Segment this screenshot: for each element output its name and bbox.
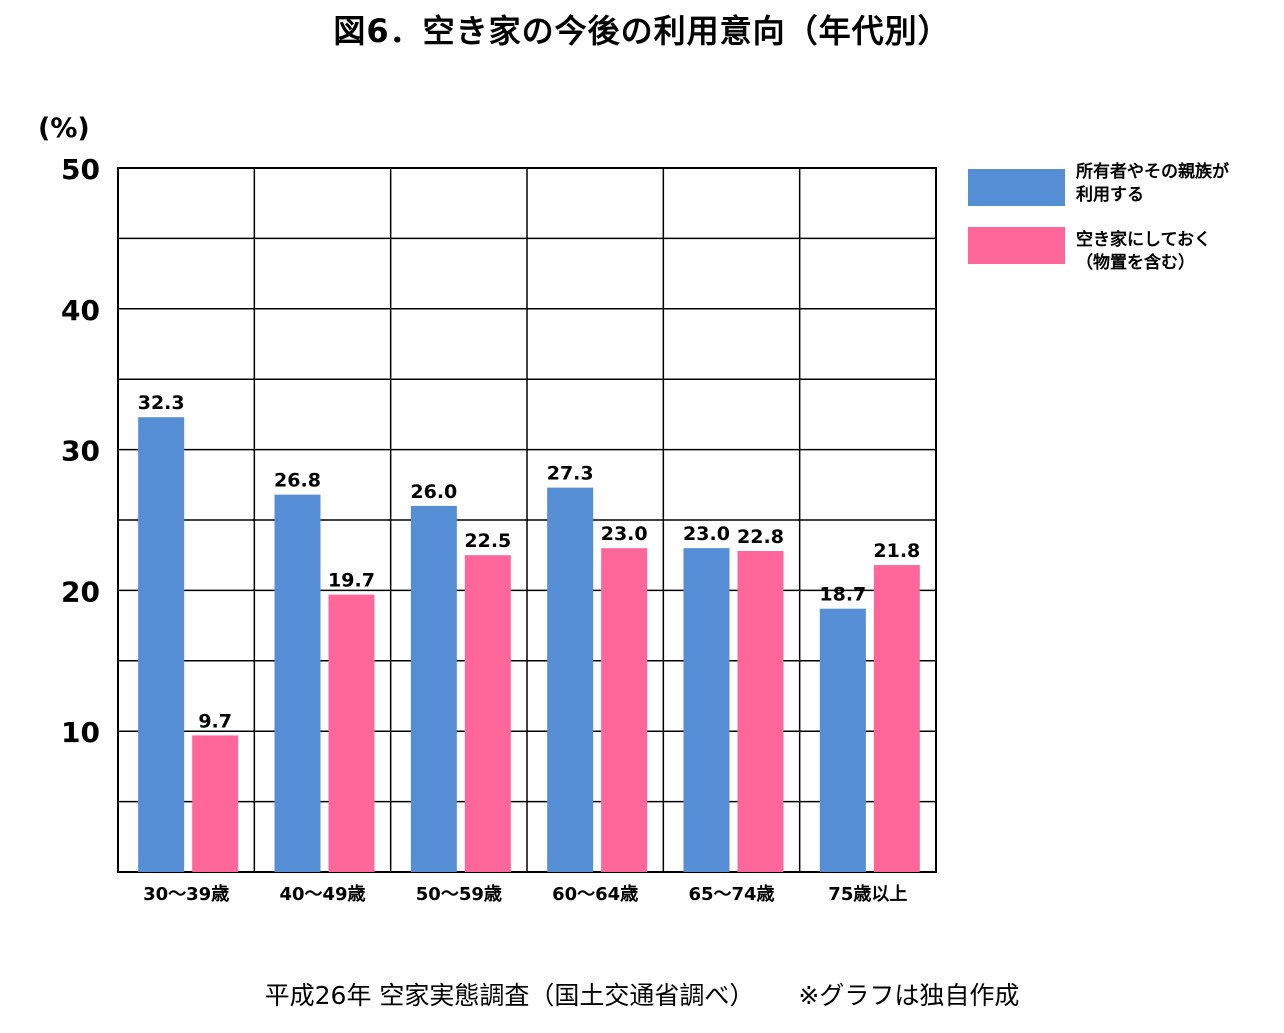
x-tick-label: 30～39歳 <box>143 884 229 905</box>
y-tick-label: 20 <box>61 575 100 608</box>
legend-swatch-series-2 <box>968 227 1065 264</box>
bar-series-1 <box>138 417 185 872</box>
data-label-series-2: 23.0 <box>601 523 648 545</box>
x-tick-label: 75歳以上 <box>828 884 907 905</box>
bar-series-1 <box>683 548 730 872</box>
x-tick-label: 40～49歳 <box>279 884 365 905</box>
plot-border <box>117 167 937 873</box>
bar-series-2 <box>464 555 511 872</box>
bar-series-1 <box>819 608 866 872</box>
bar-series-2 <box>328 594 375 872</box>
x-tick-label: 60～64歳 <box>552 884 638 905</box>
data-label-series-1: 27.3 <box>547 463 594 485</box>
data-label-series-1: 23.0 <box>683 523 730 545</box>
legend-swatch-series-1 <box>968 169 1065 206</box>
y-tick-label: 30 <box>61 435 100 468</box>
data-label-series-1: 26.8 <box>274 470 321 492</box>
x-tick-label: 65～74歳 <box>688 884 774 905</box>
data-label-series-2: 22.5 <box>464 530 511 552</box>
y-tick-label: 10 <box>61 716 100 749</box>
data-label-series-1: 26.0 <box>410 481 457 503</box>
bar-series-1 <box>410 505 457 872</box>
data-label-series-2: 21.8 <box>873 540 920 562</box>
legend-label-series-2: 空き家にしておく （物置を含む） <box>1076 230 1211 273</box>
y-tick-label: 40 <box>61 294 100 327</box>
bar-series-2 <box>601 548 648 872</box>
data-label-series-2: 9.7 <box>198 710 232 732</box>
chart-title: 図6．空き家の今後の利用意向（年代別） <box>333 12 951 50</box>
source-citation: 平成26年 空家実態調査（国土交通省調べ） <box>264 981 755 1010</box>
data-label-series-1: 18.7 <box>819 584 866 606</box>
legend-label-series-1: 所有者やその親族が 利用する <box>1076 162 1229 205</box>
y-tick-label: 50 <box>61 153 100 186</box>
bar-series-2 <box>192 735 239 872</box>
x-tick-label: 50～59歳 <box>416 884 502 905</box>
data-label-series-2: 19.7 <box>328 570 375 592</box>
bar-series-1 <box>547 487 594 872</box>
data-label-series-1: 32.3 <box>138 392 185 414</box>
footer-source: 平成26年 空家実態調査（国土交通省調べ） ※グラフは独自作成 <box>0 976 1284 1012</box>
y-axis-unit-label: (%) <box>38 113 90 144</box>
bar-series-1 <box>274 494 321 872</box>
data-label-series-2: 22.8 <box>737 526 784 548</box>
bar-series-2 <box>873 565 920 872</box>
bar-series-2 <box>737 550 784 872</box>
source-note: ※グラフは独自作成 <box>798 981 1020 1010</box>
